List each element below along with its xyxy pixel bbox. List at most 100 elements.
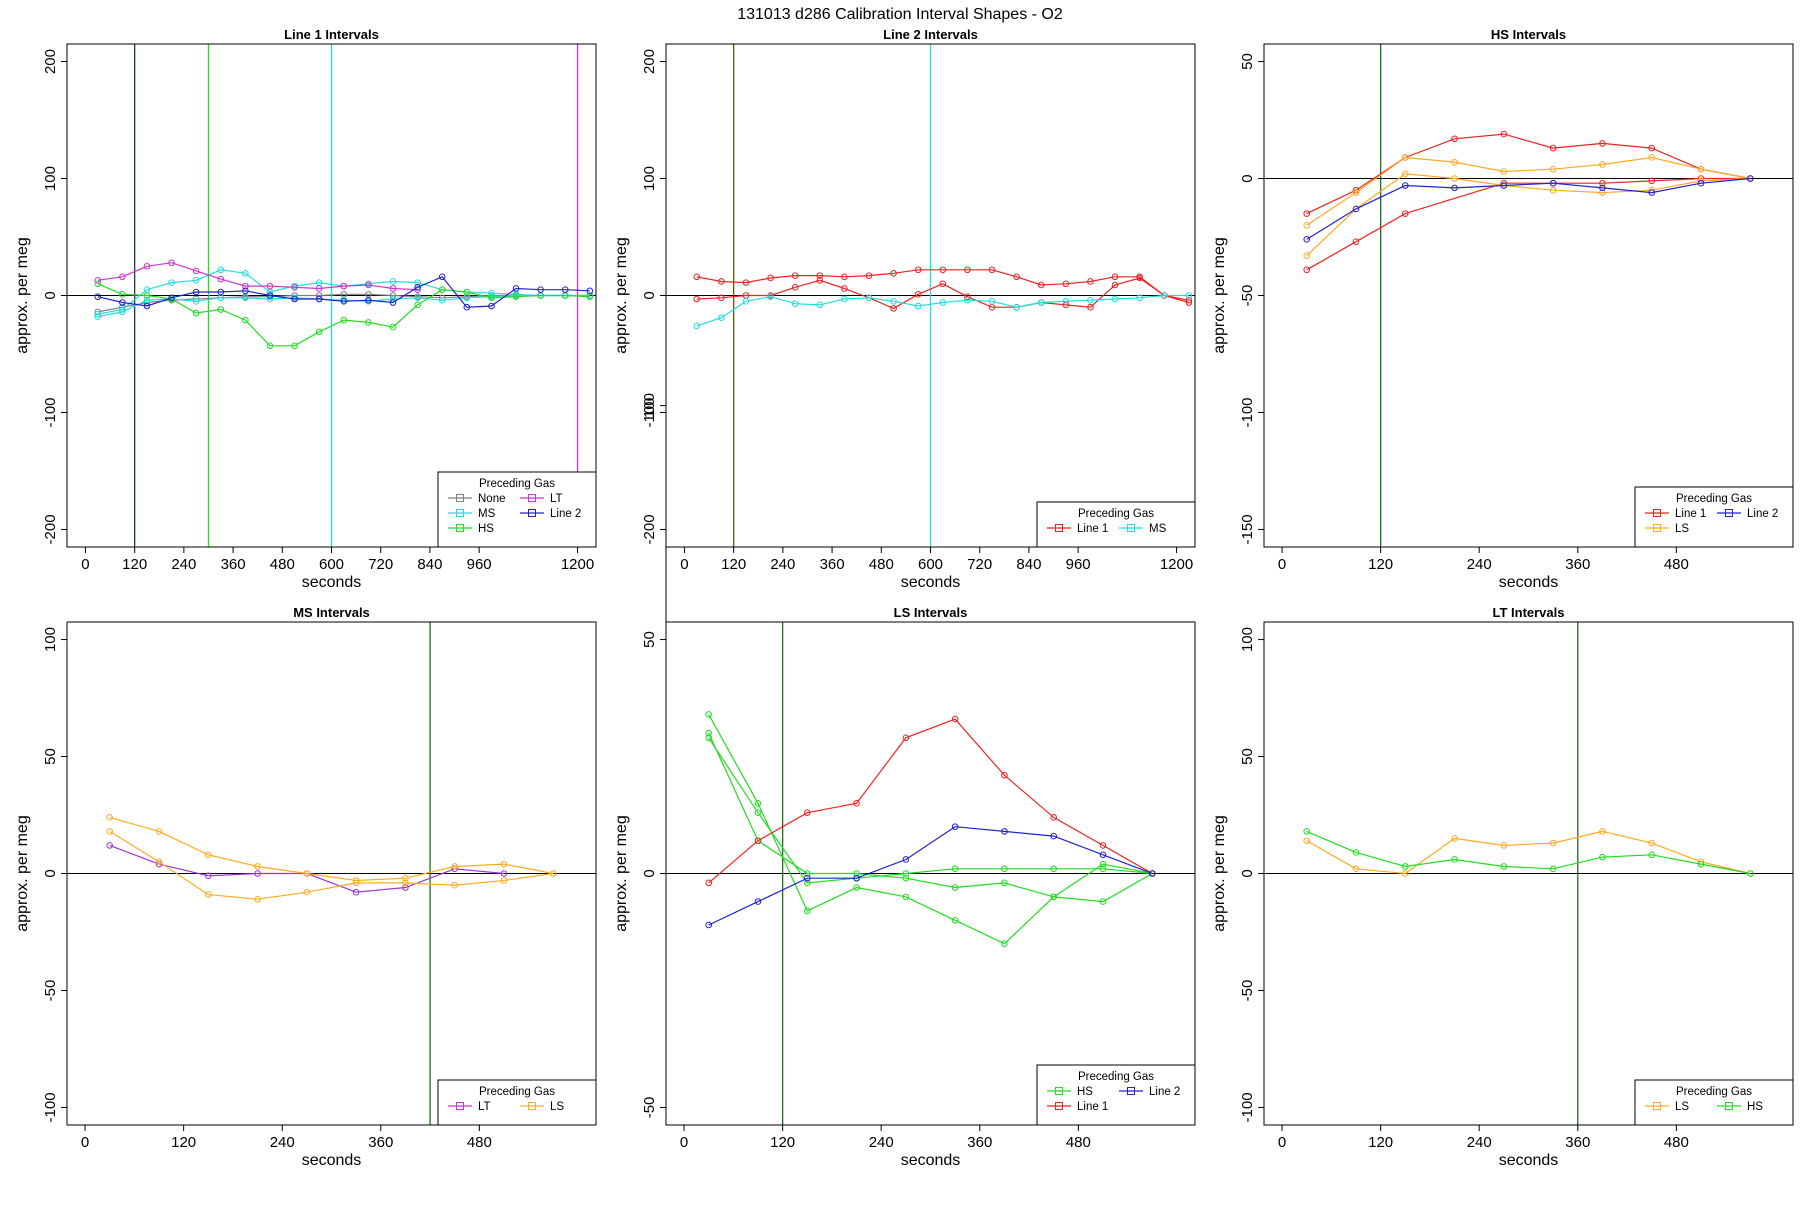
- legend-item: LS: [1645, 1101, 1689, 1113]
- y-axis-label: approx. per meg: [613, 815, 630, 932]
- x-tick-label: 480: [869, 556, 894, 573]
- data-point: [1303, 222, 1311, 229]
- data-point: [988, 298, 996, 305]
- legend-label: Line 2: [550, 508, 581, 520]
- y-tick-label: -50: [641, 1097, 658, 1119]
- y-tick-label: 0: [1239, 869, 1256, 877]
- data-point: [1303, 252, 1311, 260]
- data-point: [143, 262, 151, 270]
- data-point: [217, 306, 225, 313]
- x-tick-label: 360: [820, 556, 845, 573]
- y-tick-label: -200: [641, 514, 658, 544]
- x-tick-label: 480: [1066, 1134, 1091, 1151]
- y-tick-label: 0: [42, 869, 59, 877]
- legend-box: [1634, 486, 1794, 548]
- chart-panel-4: MS Intervals 0 120 240 360 480 seconds -100 -50 0…: [14, 605, 597, 1169]
- data-point: [1087, 278, 1094, 285]
- data-point: [451, 881, 459, 889]
- data-point: [1500, 842, 1508, 849]
- x-tick-label: 240: [270, 1134, 295, 1151]
- x-axis-label: seconds: [1499, 574, 1559, 591]
- series-line: [1306, 177, 1751, 271]
- data-point: [168, 279, 175, 286]
- series-line: [97, 294, 590, 318]
- x-tick-label: 360: [967, 1134, 992, 1151]
- data-point: [106, 814, 114, 821]
- series-line: [1306, 177, 1751, 240]
- y-tick-label: 0: [42, 291, 59, 299]
- legend-title: Preceding Gas: [479, 1086, 555, 1098]
- y-axis-label: approx. per meg: [1211, 815, 1228, 932]
- data-point: [414, 284, 421, 291]
- data-point: [1185, 299, 1193, 306]
- data-point: [1500, 182, 1508, 189]
- legend-label: LS: [1675, 1101, 1689, 1113]
- data-point: [1185, 292, 1193, 299]
- data-point: [1062, 298, 1070, 305]
- data-point: [500, 877, 508, 884]
- data-point: [1648, 144, 1656, 152]
- x-tick-label: 480: [467, 1134, 492, 1151]
- legend-box: [1036, 1064, 1196, 1126]
- data-point: [1013, 303, 1020, 311]
- legend-swatch-marker: [1127, 524, 1135, 532]
- data-point: [1500, 863, 1508, 870]
- data-point: [94, 276, 102, 284]
- x-axis-label: seconds: [1499, 1152, 1559, 1169]
- x-tick-label: 720: [368, 556, 393, 573]
- legend-title: Preceding Gas: [1078, 508, 1154, 520]
- y-axis-label: approx. per meg: [1211, 237, 1228, 354]
- data-point: [803, 874, 811, 882]
- data-point: [803, 809, 811, 816]
- legend-label: MS: [1149, 523, 1167, 535]
- series-line: [1306, 830, 1751, 875]
- data-point: [841, 273, 848, 281]
- series-line: [708, 718, 1153, 884]
- data-point: [1136, 294, 1143, 302]
- data-point: [705, 879, 713, 887]
- data-point: [1136, 274, 1143, 282]
- data-point: [1303, 837, 1311, 845]
- legend-box: [437, 471, 597, 548]
- data-point: [705, 729, 713, 737]
- data-point: [168, 294, 175, 302]
- x-tick-label: 960: [1066, 556, 1091, 573]
- legend-box: [1634, 1079, 1794, 1126]
- y-tick-label: 50: [1239, 748, 1256, 765]
- y-tick-label: 50: [641, 631, 658, 648]
- data-point: [1648, 189, 1656, 196]
- legend-item: Line 1: [1645, 508, 1706, 520]
- data-point: [438, 296, 446, 304]
- y-tick-label: -50: [1239, 980, 1256, 1002]
- data-point: [500, 860, 508, 868]
- data-point: [242, 294, 249, 302]
- chart-panel-3: HS Intervals 0 120 240 360 480 seconds -150 -100…: [1211, 27, 1794, 591]
- x-axis-label: seconds: [901, 574, 961, 591]
- legend-swatch-marker: [1055, 1087, 1063, 1095]
- data-point: [500, 870, 508, 877]
- data-point: [1352, 238, 1360, 245]
- data-point: [1549, 179, 1557, 187]
- y-tick-label: 100: [1239, 627, 1256, 652]
- data-point: [902, 874, 910, 882]
- series-group: [106, 814, 557, 903]
- data-point: [964, 296, 971, 304]
- data-point: [340, 316, 348, 324]
- data-point: [951, 884, 959, 891]
- data-point: [1303, 828, 1311, 835]
- data-point: [1599, 161, 1606, 168]
- data-point: [1001, 879, 1008, 887]
- legend-swatch-marker: [528, 494, 536, 502]
- legend-item: Line 2: [1119, 1086, 1180, 1098]
- data-point: [803, 879, 811, 887]
- chart-panel-1: Line 1 Intervals 0 120 240 360 480 600 720 840 96…: [14, 27, 597, 591]
- x-tick-label: 1200: [561, 556, 594, 573]
- data-point: [791, 300, 799, 307]
- legend-swatch-marker: [1055, 1102, 1063, 1110]
- y-tick-label: 0: [641, 291, 658, 299]
- data-point: [964, 266, 971, 274]
- data-point: [1599, 179, 1606, 187]
- data-point: [1062, 280, 1070, 288]
- x-tick-label: 0: [680, 556, 688, 573]
- legend-item: LT: [448, 1101, 491, 1113]
